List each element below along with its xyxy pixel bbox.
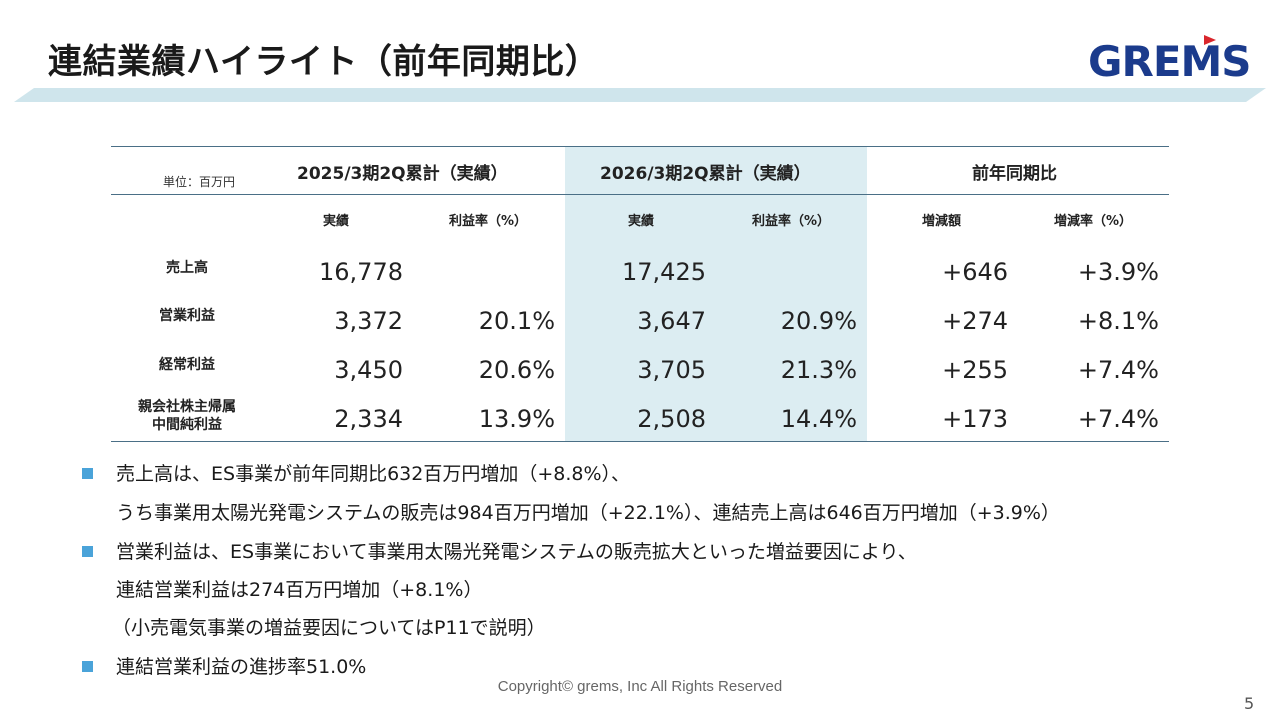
period-header-yoy: 前年同期比	[972, 164, 1057, 184]
value-ordinary-2025: 3,450	[334, 356, 403, 384]
page-title: 連結業績ハイライト（前年同期比）	[48, 42, 600, 82]
period-header-2026: 2026/3期2Q累計（実績）	[600, 164, 811, 184]
logo-text: GREMS	[1088, 37, 1252, 86]
note-line-4: 連結営業利益は274百万円増加（+8.1%）	[116, 579, 483, 601]
margin-net-2025: 13.9%	[478, 405, 555, 433]
grems-logo: GREMS	[1088, 35, 1252, 86]
copyright-footer: Copyright© grems, Inc All Rights Reserve…	[497, 678, 783, 695]
row-label-operating-profit: 営業利益	[159, 308, 215, 324]
row-label-net-income-line1: 親会社株主帰属	[138, 399, 236, 415]
note-line-2: うち事業用太陽光発電システムの販売は984百万円増加（+22.1%）、連結売上高…	[116, 502, 1060, 524]
change-rate-sales: +3.9%	[1077, 258, 1159, 286]
page-number: 5	[1244, 694, 1255, 713]
note-line-5: （小売電気事業の増益要因についてはP11で説明）	[112, 617, 546, 639]
value-sales-2025: 16,778	[319, 258, 403, 286]
logo-flag-icon	[1204, 35, 1216, 45]
value-net-2025: 2,334	[334, 405, 403, 433]
bullet-marker	[82, 546, 93, 557]
subheader-change-rate: 増減率（%）	[1054, 214, 1133, 229]
change-rate-op: +8.1%	[1077, 307, 1159, 335]
change-amount-net: +173	[942, 405, 1008, 433]
table-bottom-rule	[111, 441, 1169, 442]
unit-label: 単位：百万円	[163, 175, 236, 189]
change-amount-sales: +646	[942, 258, 1008, 286]
change-amount-ordinary: +255	[942, 356, 1008, 384]
margin-ordinary-2025: 20.6%	[478, 356, 555, 384]
period-header-2025: 2025/3期2Q累計（実績）	[297, 164, 508, 184]
note-line-6: 連結営業利益の進捗率51.0%	[116, 656, 367, 678]
table-top-rule	[111, 146, 1169, 147]
results-table: 単位：百万円 2025/3期2Q累計（実績） 2026/3期2Q累計（実績） 前…	[111, 146, 1169, 442]
subheader-actual-2025: 実績	[323, 214, 350, 229]
note-line-3: 営業利益は、ES事業において事業用太陽光発電システムの販売拡大といった増益要因に…	[116, 541, 917, 563]
change-rate-net: +7.4%	[1077, 405, 1159, 433]
change-amount-op: +274	[942, 307, 1008, 335]
margin-net-2026: 14.4%	[780, 405, 857, 433]
subheader-change-amount: 増減額	[922, 214, 962, 229]
bullet-marker	[82, 468, 93, 479]
subheader-actual-2026: 実績	[628, 214, 655, 229]
row-label-net-income-line2: 中間純利益	[152, 417, 222, 433]
table-header-rule	[111, 194, 1169, 195]
subheader-margin-2025: 利益率（%）	[449, 214, 528, 229]
change-rate-ordinary: +7.4%	[1077, 356, 1159, 384]
subheader-margin-2026: 利益率（%）	[752, 214, 831, 229]
margin-op-2025: 20.1%	[478, 307, 555, 335]
note-line-1: 売上高は、ES事業が前年同期比632百万円増加（+8.8%）、	[116, 463, 631, 485]
title-underline-band	[14, 88, 1266, 102]
bullet-marker	[82, 661, 93, 672]
value-op-2026: 3,647	[637, 307, 706, 335]
margin-ordinary-2026: 21.3%	[780, 356, 857, 384]
value-op-2025: 3,372	[334, 307, 403, 335]
row-label-ordinary-profit: 経常利益	[159, 357, 215, 373]
value-net-2026: 2,508	[637, 405, 706, 433]
value-sales-2026: 17,425	[622, 258, 706, 286]
current-period-highlight	[565, 146, 867, 442]
margin-op-2026: 20.9%	[780, 307, 857, 335]
row-label-sales: 売上高	[166, 260, 208, 276]
value-ordinary-2026: 3,705	[637, 356, 706, 384]
